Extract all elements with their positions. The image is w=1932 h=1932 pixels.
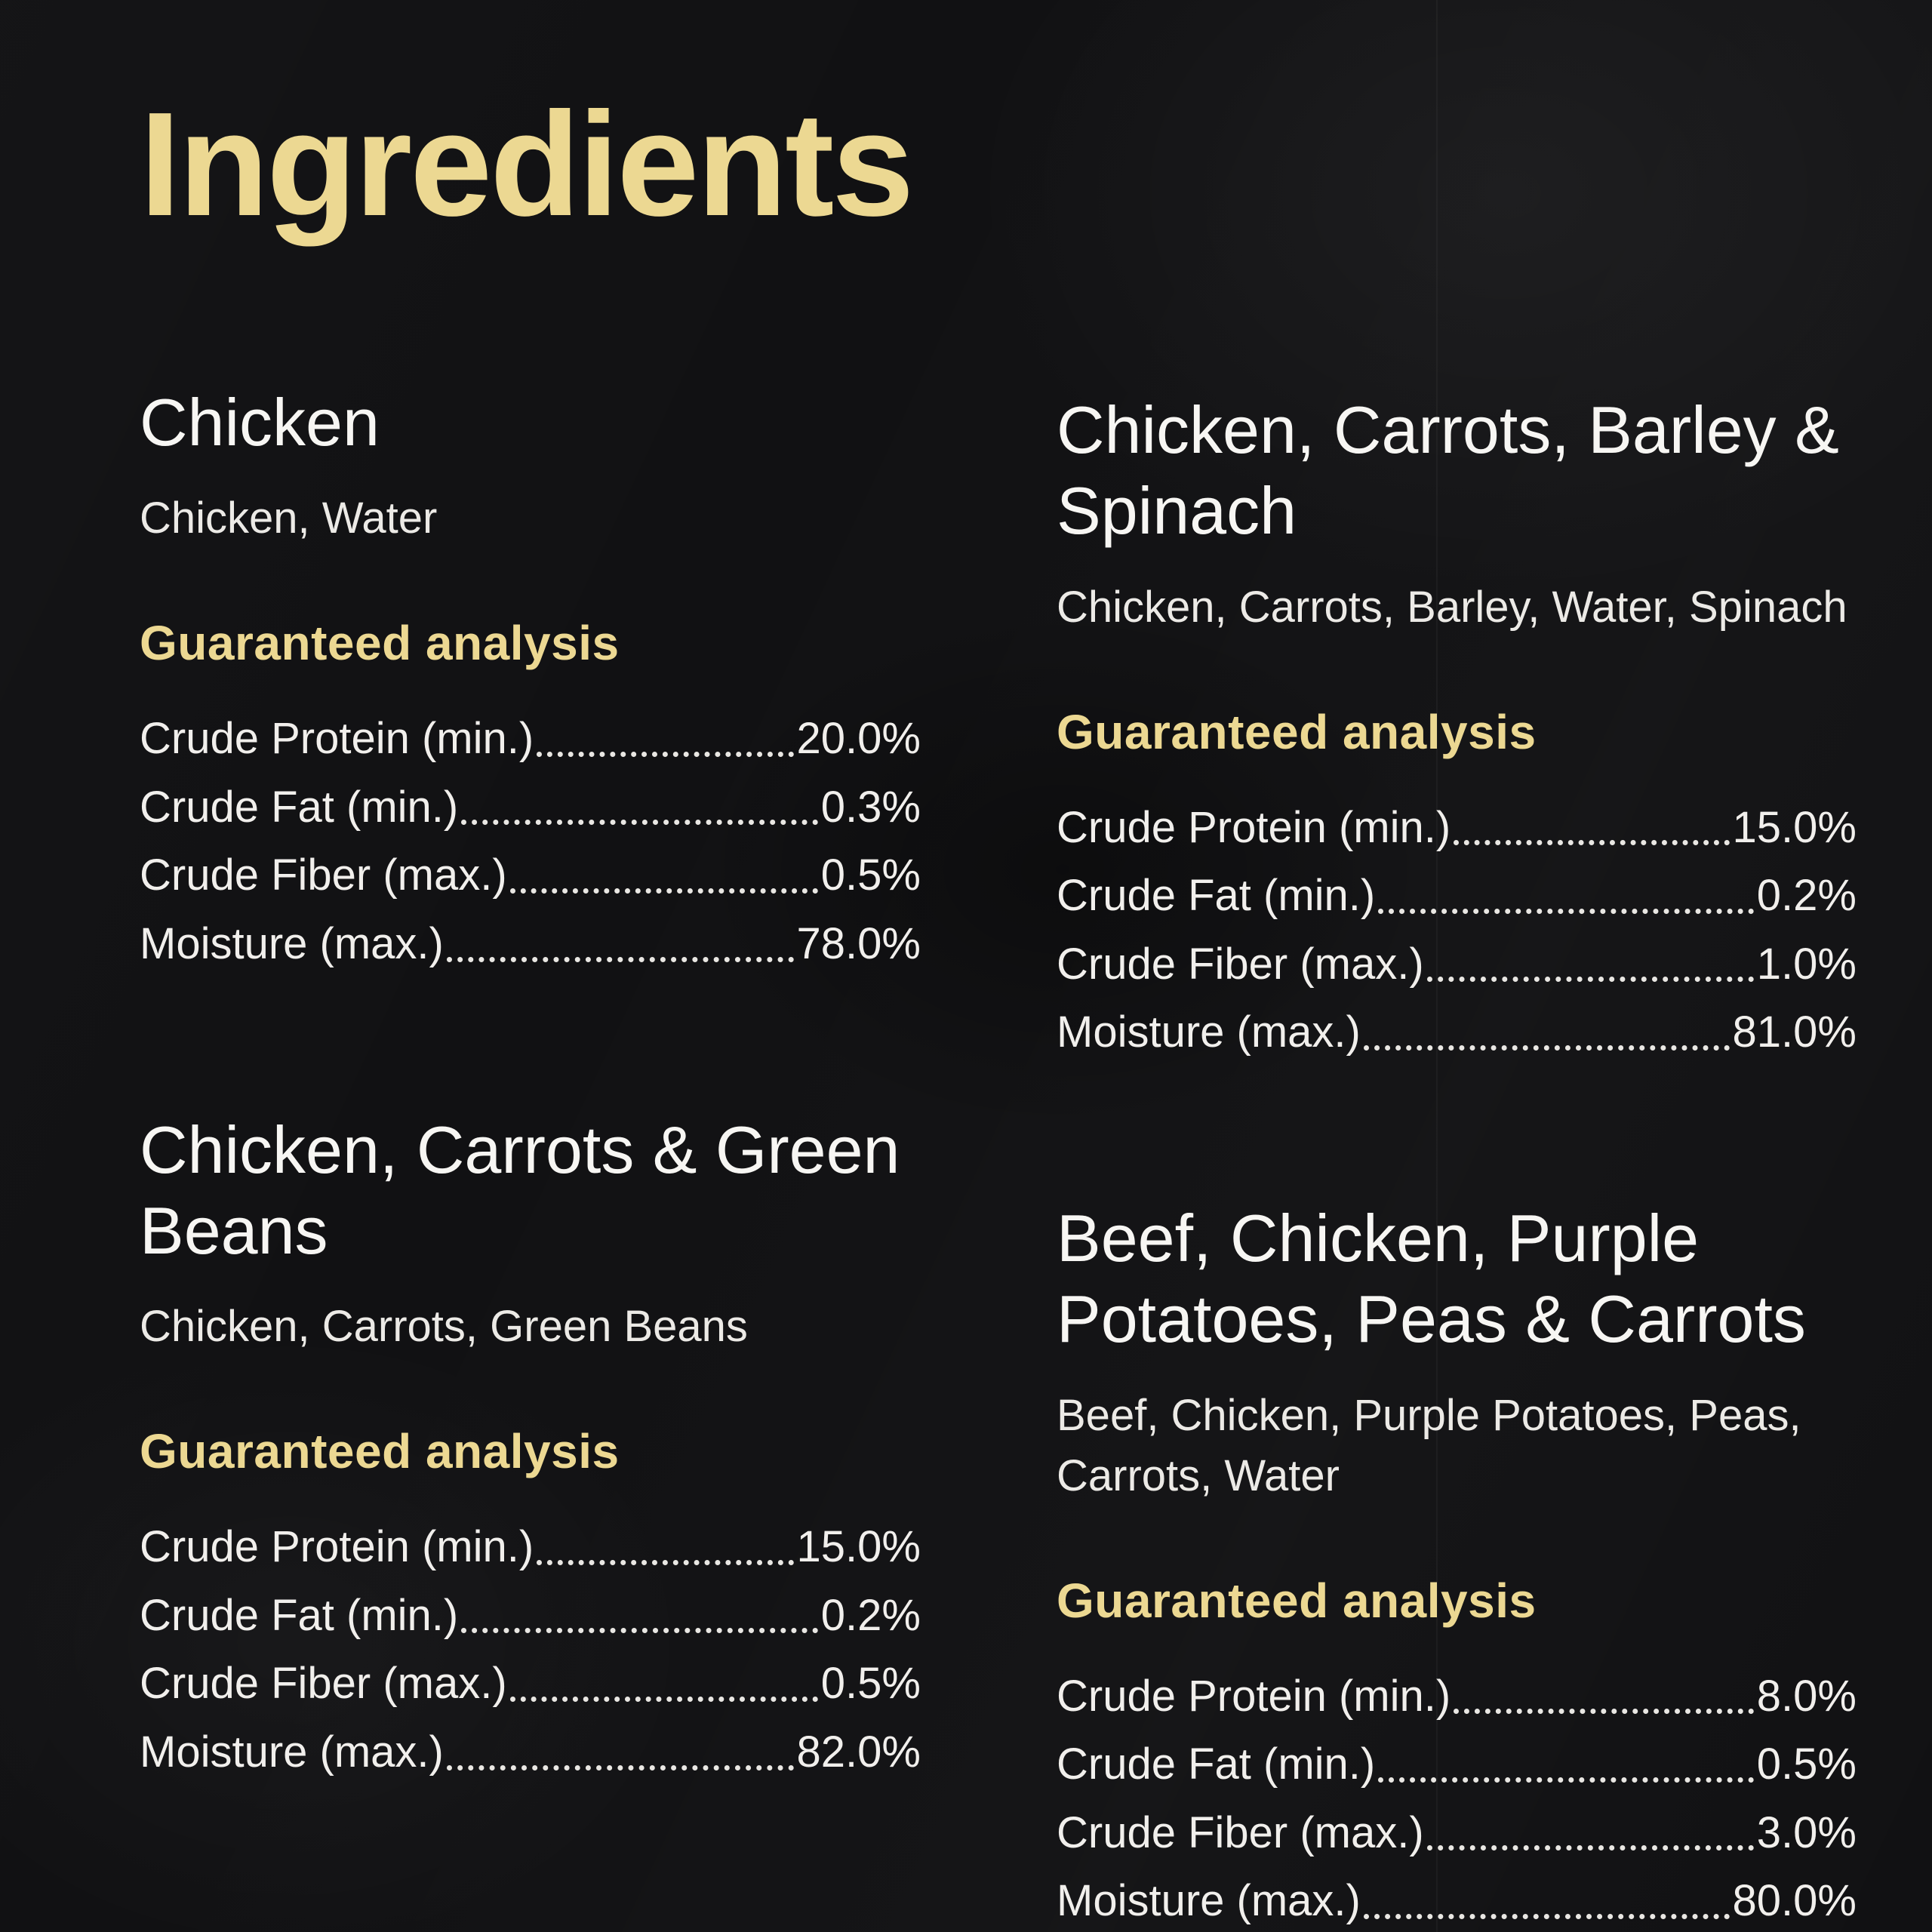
left-column: Chicken Chicken, Water Guaranteed analys… [140,382,921,1918]
page-title: Ingredients [140,82,914,247]
analysis-row: Crude Fat (min.) 0.3% [140,779,921,837]
analysis-row: Moisture (max.) 78.0% [140,915,921,974]
analysis-value: 0.5% [1756,1740,1857,1789]
analysis-value: 0.5% [820,1659,921,1709]
dot-leader [1378,1777,1754,1783]
product-name: Chicken, Carrots & Green Beans [140,1112,900,1268]
analysis-label: Moisture (max.) [140,919,444,969]
dot-leader [1378,908,1754,914]
analysis-value: 0.5% [820,851,921,900]
analysis-value: 0.3% [820,782,921,832]
dot-leader [509,888,818,894]
analysis-value: 78.0% [796,919,921,969]
analysis-label: Crude Fiber (max.) [1057,939,1424,989]
analysis-label: Crude Fat (min.) [1057,1740,1376,1789]
analysis-row: Crude Fiber (max.) 1.0% [1057,936,1857,994]
dot-leader [1363,1913,1730,1919]
analysis-row: Crude Protein (min.) 8.0% [1057,1668,1857,1726]
product-name: Chicken, Carrots, Barley & Spinach [1057,392,1839,549]
analysis-row: Crude Fiber (max.) 3.0% [1057,1804,1857,1863]
dot-leader [1454,1709,1754,1715]
analysis-row: Crude Fat (min.) 0.2% [140,1587,921,1645]
analysis-value: 8.0% [1756,1671,1857,1721]
analysis-label: Crude Fat (min.) [1057,871,1376,921]
analysis-row: Crude Fat (min.) 0.5% [1057,1736,1857,1794]
analysis-value: 3.0% [1756,1807,1857,1857]
analysis-label: Crude Fat (min.) [140,1590,459,1640]
analysis-row: Moisture (max.) 81.0% [1057,1004,1857,1062]
analysis-label: Crude Protein (min.) [140,1522,534,1572]
analysis-row: Moisture (max.) 80.0% [1057,1872,1857,1930]
dot-leader [461,1628,818,1634]
analysis-value: 0.2% [820,1590,921,1640]
analysis-value: 80.0% [1732,1876,1857,1926]
right-column: Chicken, Carrots, Barley & Spinach Chick… [1057,382,1857,1932]
guaranteed-analysis-heading: Guaranteed analysis [1057,704,1537,759]
product-name: Beef, Chicken, Purple Potatoes, Peas & C… [1057,1200,1806,1357]
analysis-label: Crude Fiber (max.) [140,1659,507,1709]
dot-leader [509,1696,818,1702]
dot-leader [537,751,794,757]
analysis-row: Crude Fiber (max.) 0.5% [140,847,921,905]
product-section-beef-chicken-purple-potatoes-peas-carrots: Beef, Chicken, Purple Potatoes, Peas & C… [1057,1198,1857,1930]
analysis-value: 15.0% [1732,802,1857,852]
guaranteed-analysis-heading: Guaranteed analysis [140,1424,620,1479]
dot-leader [1454,840,1730,846]
dot-leader [446,956,794,962]
ingredient-list: Chicken, Carrots, Barley, Water, Spinach [1057,582,1847,632]
guaranteed-analysis-heading: Guaranteed analysis [140,616,620,671]
analysis-label: Moisture (max.) [1057,1008,1361,1057]
analysis-label: Crude Fiber (max.) [140,851,507,900]
analysis-value: 20.0% [796,714,921,764]
analysis-value: 15.0% [796,1522,921,1572]
analysis-label: Crude Fiber (max.) [1057,1807,1424,1857]
product-section-chicken: Chicken Chicken, Water Guaranteed analys… [140,382,921,974]
product-name: Chicken [140,385,380,460]
analysis-value: 81.0% [1732,1008,1857,1057]
dot-leader [446,1764,794,1770]
dot-leader [461,820,818,826]
analysis-value: 0.2% [1756,871,1857,921]
ingredient-list: Beef, Chicken, Purple Potatoes, Peas, Ca… [1057,1390,1801,1500]
ingredient-list: Chicken, Carrots, Green Beans [140,1302,748,1352]
two-column-layout: Chicken Chicken, Water Guaranteed analys… [140,382,1857,1932]
analysis-row: Crude Fat (min.) 0.2% [1057,867,1857,925]
analysis-value: 1.0% [1756,939,1857,989]
guaranteed-analysis-heading: Guaranteed analysis [1057,1573,1537,1628]
analysis-row: Moisture (max.) 82.0% [140,1724,921,1782]
product-section-chicken-carrots-green-beans: Chicken, Carrots & Green Beans Chicken, … [140,1109,921,1782]
analysis-label: Crude Protein (min.) [1057,1671,1451,1721]
analysis-label: Crude Protein (min.) [1057,802,1451,852]
analysis-row: Crude Protein (min.) 15.0% [140,1518,921,1577]
content-area: Ingredients Chicken Chicken, Water Guara… [140,82,1857,1932]
analysis-row: Crude Fiber (max.) 0.5% [140,1655,921,1713]
analysis-label: Moisture (max.) [140,1727,444,1777]
ingredient-list: Chicken, Water [140,494,438,543]
dot-leader [537,1559,794,1565]
analysis-label: Crude Fat (min.) [140,782,459,832]
product-section-chicken-carrots-barley-spinach: Chicken, Carrots, Barley & Spinach Chick… [1057,389,1857,1062]
dot-leader [1426,1845,1754,1851]
dot-leader [1363,1044,1730,1051]
analysis-label: Moisture (max.) [1057,1876,1361,1926]
analysis-value: 82.0% [796,1727,921,1777]
analysis-row: Crude Protein (min.) 15.0% [1057,799,1857,857]
analysis-row: Crude Protein (min.) 20.0% [140,710,921,768]
dot-leader [1426,977,1754,983]
analysis-label: Crude Protein (min.) [140,714,534,764]
